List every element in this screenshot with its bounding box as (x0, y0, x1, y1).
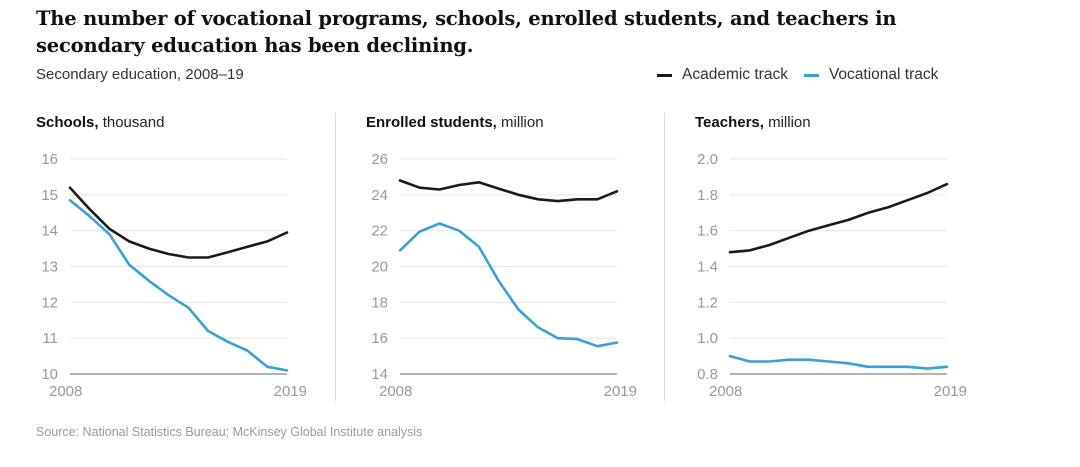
y-tick-label: 1.6 (697, 223, 718, 240)
y-tick-label: 13 (41, 259, 58, 276)
chart-title: The number of vocational programs, schoo… (36, 7, 897, 57)
legend-swatch-academic (657, 73, 672, 77)
y-tick-label: 1.4 (697, 259, 718, 276)
y-tick-label: 15 (41, 187, 58, 204)
chart-subtitle: Secondary education, 2008–19 (36, 66, 244, 83)
legend: Academic track Vocational track (657, 66, 954, 84)
y-tick-label: 16 (41, 151, 58, 168)
x-tick-label: 2008 (379, 383, 412, 400)
panel-title-bold: Enrolled students, (366, 114, 497, 131)
y-tick-label: 10 (41, 366, 58, 383)
y-tick-label: 12 (41, 294, 58, 311)
y-tick-label: 14 (371, 366, 388, 383)
panel-title-unit: million (501, 114, 544, 131)
series-line-academic-track (728, 182, 949, 254)
series-line-vocational-track (728, 354, 949, 370)
y-tick-label: 22 (371, 223, 388, 240)
y-tick-label: 1.2 (697, 294, 718, 311)
panel-title-unit: million (768, 114, 811, 131)
y-tick-label: 24 (371, 187, 388, 204)
chart-schools: 10 11 12 13 14 15 16 2008 2019 (41, 151, 307, 400)
series-line-vocational-track (68, 198, 289, 372)
y-tick-label: 18 (371, 294, 388, 311)
x-tick-label: 2019 (604, 383, 637, 400)
y-tick-label: 2.0 (697, 151, 718, 168)
panel-divider (335, 113, 336, 401)
series-line-academic-track (398, 179, 619, 203)
panel-title-unit: thousand (102, 114, 165, 131)
y-tick-label: 1.0 (697, 330, 718, 347)
legend-item-vocational: Vocational track (803, 66, 939, 84)
panel-title-teachers: Teachers, million (695, 114, 811, 131)
y-tick-label: 20 (371, 259, 388, 276)
chart-enrolled-students: 14 16 18 20 22 24 26 2008 2019 (371, 151, 637, 400)
legend-label-vocational: Vocational track (828, 66, 939, 83)
x-tick-label: 2008 (709, 383, 742, 400)
panel-divider (664, 113, 665, 401)
chart-teachers: 0.8 1.0 1.2 1.4 1.6 1.8 2.0 2008 2019 (697, 151, 967, 400)
y-tick-label: 14 (41, 223, 58, 240)
panel-title-bold: Schools, (36, 114, 99, 131)
series-line-vocational-track (398, 222, 619, 348)
x-tick-label: 2008 (49, 383, 82, 400)
x-tick-label: 2019 (934, 383, 967, 400)
y-tick-label: 1.8 (697, 187, 718, 204)
legend-item-academic: Academic track (657, 66, 788, 84)
x-tick-label: 2019 (274, 383, 307, 400)
y-tick-label: 0.8 (697, 366, 718, 383)
y-tick-label: 11 (42, 330, 58, 347)
y-tick-label: 26 (371, 151, 388, 168)
panel-title-bold: Teachers, (695, 114, 764, 131)
y-tick-label: 16 (371, 330, 388, 347)
panel-title-schools: Schools, thousand (36, 114, 164, 131)
legend-swatch-vocational (803, 73, 819, 77)
source-note: Source: National Statistics Bureau; McKi… (36, 425, 423, 439)
series-line-academic-track (68, 186, 289, 259)
panel-title-students: Enrolled students, million (366, 114, 544, 131)
legend-label-academic: Academic track (682, 66, 788, 83)
